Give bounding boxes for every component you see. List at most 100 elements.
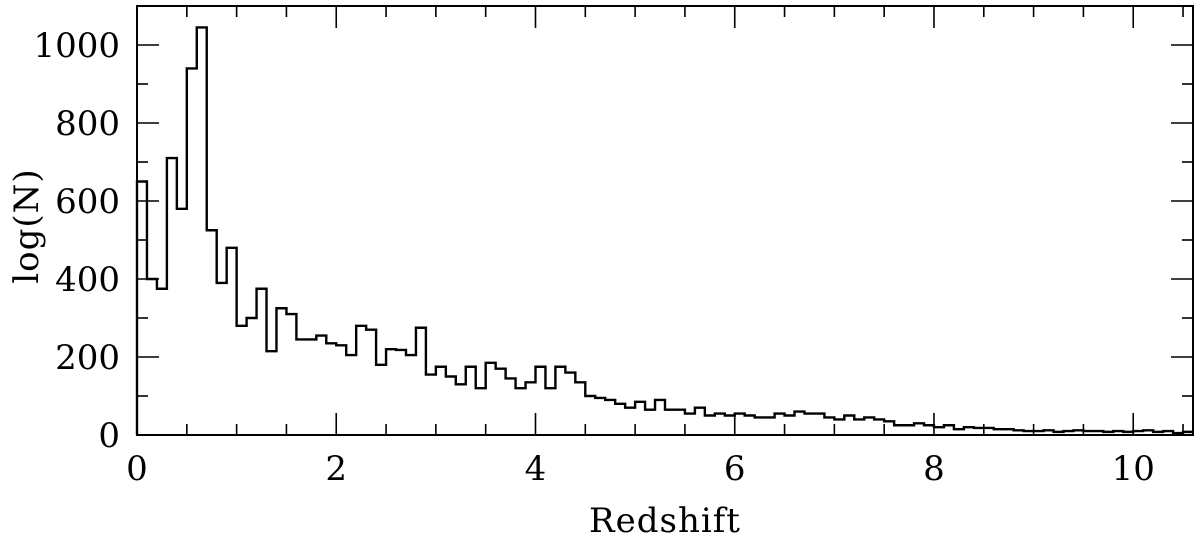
histogram-bin: [874, 419, 884, 435]
histogram-bin: [257, 289, 267, 435]
histogram-bin: [1143, 430, 1153, 435]
histogram-bin: [1113, 431, 1123, 435]
x-tick-label: 8: [923, 449, 945, 489]
histogram-bin: [227, 248, 237, 435]
histogram-bin: [575, 382, 585, 435]
histogram-bin: [306, 339, 316, 435]
histogram-bin: [635, 402, 645, 435]
histogram-bin: [406, 355, 416, 435]
histogram-bin: [296, 339, 306, 435]
histogram-bin: [496, 369, 506, 435]
histogram-bin: [1054, 432, 1064, 435]
histogram-bin: [685, 414, 695, 435]
histogram-bin: [814, 414, 824, 435]
histogram-bin: [396, 350, 406, 435]
histogram-bin: [476, 388, 486, 435]
histogram-bin: [725, 416, 735, 436]
histogram-bin: [535, 367, 545, 435]
histogram-bin: [466, 367, 476, 435]
histogram-bin: [615, 404, 625, 435]
histogram-bin: [625, 408, 635, 435]
histogram-bin: [157, 289, 167, 435]
histogram-bin: [844, 416, 854, 436]
histogram-bin: [695, 408, 705, 435]
x-tick-label: 0: [126, 449, 148, 489]
histogram-bin: [1123, 432, 1133, 435]
y-tick-label: 200: [55, 338, 120, 378]
histogram-bin: [1044, 430, 1054, 435]
histogram-bin: [795, 412, 805, 435]
histogram-bin: [137, 182, 147, 436]
histogram-bin: [904, 425, 914, 435]
x-axis-title: Redshift: [589, 501, 741, 540]
histogram-bin: [954, 429, 964, 435]
histogram-bin: [1014, 430, 1024, 435]
histogram-bin: [894, 425, 904, 435]
y-tick-label: 600: [55, 182, 120, 222]
histogram-bin: [655, 400, 665, 435]
histogram-bin: [765, 417, 775, 435]
y-axis-title: log(N): [7, 168, 47, 283]
histogram-bin: [1183, 432, 1193, 435]
histogram-bin: [267, 351, 277, 435]
histogram-bin: [526, 382, 536, 435]
histogram-bin: [974, 428, 984, 435]
histogram-bin: [247, 318, 257, 435]
histogram-bin: [436, 367, 446, 435]
histogram-bin: [386, 349, 396, 435]
histogram-bin: [555, 367, 565, 435]
histogram-bin: [914, 423, 924, 435]
histogram-bin: [286, 314, 296, 435]
histogram-bin: [944, 425, 954, 435]
histogram-bin: [356, 326, 366, 435]
histogram-bin: [187, 68, 197, 435]
histogram-bin: [366, 330, 376, 435]
histogram-bin: [486, 363, 496, 435]
histogram-bin: [276, 308, 286, 435]
histogram-series: [135, 26, 1193, 436]
histogram-bin: [346, 355, 356, 435]
histogram-bin: [1133, 431, 1143, 435]
axis-ticks: [136, 5, 1193, 436]
x-tick-label: 4: [525, 449, 547, 489]
histogram-bin: [705, 416, 715, 436]
histogram-bin: [326, 343, 336, 435]
histogram-bin: [446, 377, 456, 436]
histogram-bin: [197, 27, 207, 435]
histogram-bin: [864, 417, 874, 435]
histogram-bin: [1073, 430, 1083, 435]
x-tick-label: 2: [325, 449, 347, 489]
histogram-bin: [316, 336, 326, 435]
histogram-bin: [884, 421, 894, 435]
histogram-bin: [1163, 431, 1173, 435]
histogram-bin: [834, 419, 844, 435]
histogram-bin: [755, 417, 765, 435]
histogram-bin: [237, 326, 247, 435]
histogram-bin: [1083, 431, 1093, 435]
histogram-bin: [675, 410, 685, 435]
y-tick-label: 800: [55, 104, 120, 144]
histogram-bin: [545, 388, 555, 435]
histogram-bin: [1103, 432, 1113, 435]
histogram-bin: [665, 410, 675, 435]
tick-labels: 0 2 4 6 8 10 0 200 400 600 800 1000: [33, 26, 1154, 489]
histogram-bin: [177, 209, 187, 435]
histogram-bin: [1034, 431, 1044, 435]
y-tick-label: 1000: [33, 26, 120, 66]
histogram-bin: [804, 414, 814, 435]
histogram-bin: [1153, 432, 1163, 435]
histogram-bin: [775, 414, 785, 435]
histogram-bin: [785, 416, 795, 436]
histogram-bin: [426, 375, 436, 435]
histogram-bin: [506, 378, 516, 435]
histogram-bin: [456, 384, 466, 435]
histogram-bin: [207, 230, 217, 435]
histogram-bin: [984, 428, 994, 435]
histogram-bin: [595, 398, 605, 435]
histogram-bin: [1173, 433, 1183, 435]
histogram-bin: [715, 414, 725, 435]
histogram-bin: [605, 400, 615, 435]
histogram-bin: [167, 158, 177, 435]
histogram-line: [135, 26, 1193, 435]
histogram-bin: [516, 388, 526, 435]
